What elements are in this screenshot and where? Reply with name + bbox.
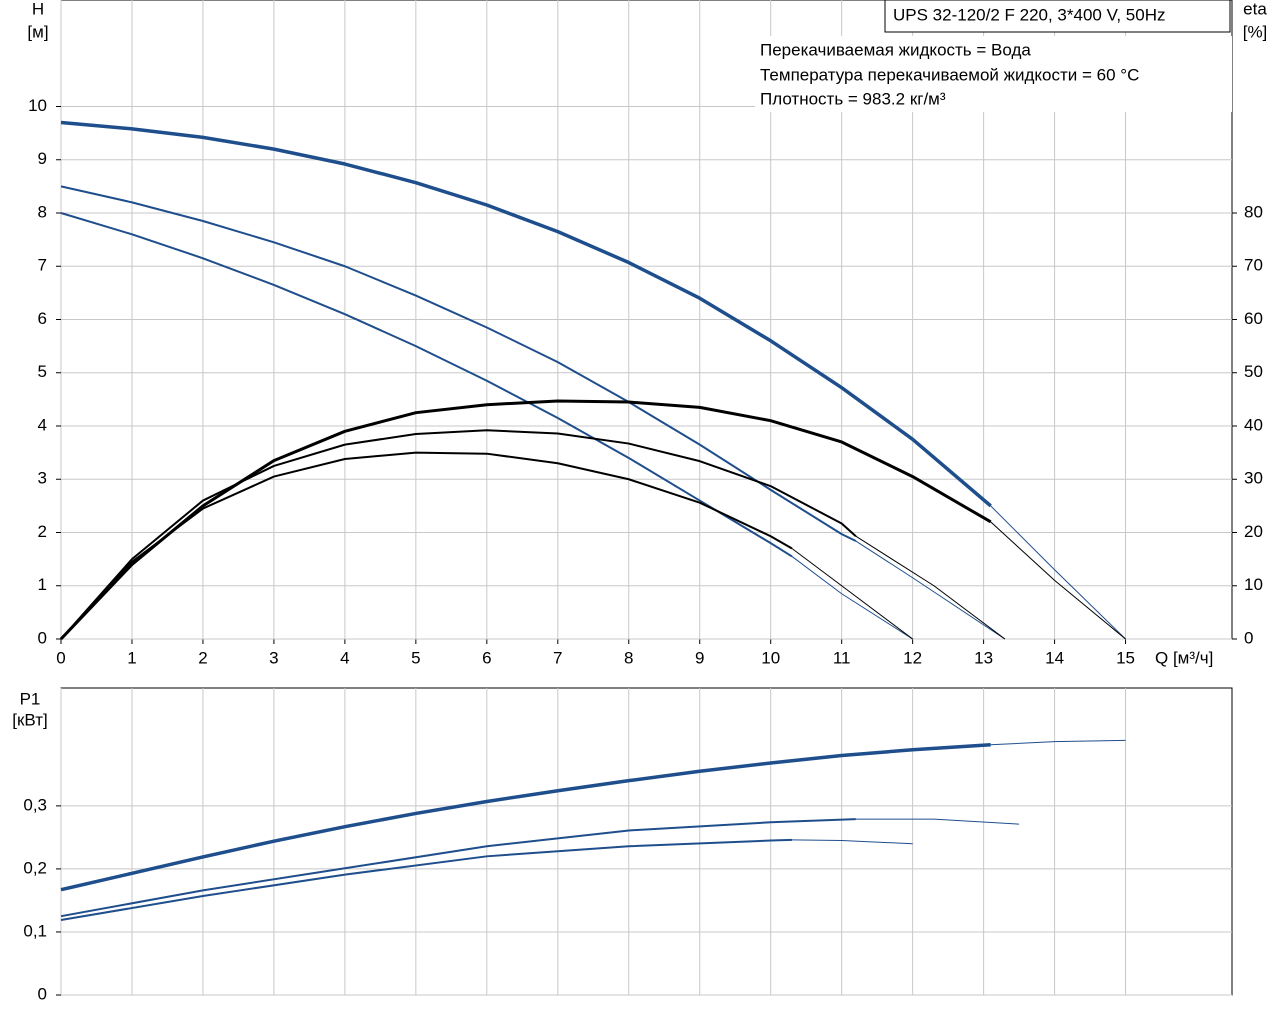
x-tick-label: 14 xyxy=(1045,648,1064,667)
y2-tick-label: 0 xyxy=(1244,628,1253,647)
curve xyxy=(791,548,913,640)
y-tick-label: 0 xyxy=(38,984,47,1003)
info-line: Температура перекачиваемой жидкости = 60… xyxy=(760,65,1139,84)
axis-label: [кВт] xyxy=(12,710,47,729)
y2-tick-label: 10 xyxy=(1244,575,1263,594)
axis-label: eta xyxy=(1243,0,1267,18)
y-tick-label: 7 xyxy=(38,256,47,275)
y-tick-label: 10 xyxy=(28,96,47,115)
x-tick-label: 0 xyxy=(56,648,65,667)
x-tick-label: 7 xyxy=(553,648,562,667)
y-tick-label: 9 xyxy=(38,149,47,168)
y2-tick-label: 80 xyxy=(1244,202,1263,221)
x-tick-label: 11 xyxy=(833,648,851,667)
axis-label: [м] xyxy=(27,22,48,41)
y-tick-label: 0,3 xyxy=(23,795,47,814)
y-tick-label: 4 xyxy=(38,415,47,434)
curve xyxy=(59,399,992,641)
y2-tick-label: 40 xyxy=(1244,415,1263,434)
axis-label: Q [м³/ч] xyxy=(1155,648,1213,667)
curve xyxy=(990,739,1126,746)
axis-label: P1 xyxy=(20,689,41,708)
x-tick-label: 4 xyxy=(340,648,349,667)
info-bg xyxy=(755,36,1232,112)
x-tick-label: 5 xyxy=(411,648,420,667)
curve xyxy=(60,451,793,640)
y2-tick-label: 60 xyxy=(1244,309,1263,328)
curve xyxy=(60,838,793,921)
curve xyxy=(855,535,1006,640)
y2-tick-label: 20 xyxy=(1244,522,1263,541)
y-tick-label: 2 xyxy=(38,522,47,541)
curve xyxy=(990,505,1126,640)
curve xyxy=(990,521,1126,640)
y-tick-label: 0,1 xyxy=(23,921,47,940)
x-tick-label: 15 xyxy=(1116,648,1135,667)
axis-label: H xyxy=(32,0,44,18)
layer: 0 1 2 3 4 5 6 7 8 9 10 11 12 13 14 15012345678910010203… xyxy=(23,0,1263,1003)
x-tick-label: 3 xyxy=(269,648,278,667)
y-tick-label: 3 xyxy=(38,469,47,488)
y-tick-label: 0,2 xyxy=(23,858,47,877)
info-box xyxy=(884,0,1231,33)
x-tick-label: 9 xyxy=(695,648,704,667)
x-tick-label: 12 xyxy=(903,648,922,667)
curve xyxy=(855,540,1006,640)
y-tick-label: 8 xyxy=(38,202,47,221)
y-tick-label: 0 xyxy=(38,628,47,647)
curve xyxy=(60,185,857,542)
y-tick-label: 1 xyxy=(38,575,47,594)
y2-tick-label: 30 xyxy=(1244,469,1263,488)
y-tick-label: 5 xyxy=(38,362,47,381)
x-tick-label: 2 xyxy=(198,648,207,667)
curve xyxy=(855,818,1020,825)
curve xyxy=(60,120,992,508)
info-line: Плотность = 983.2 кг/м³ xyxy=(760,89,946,108)
curve xyxy=(791,839,913,845)
info-title: UPS 32-120/2 F 220, 3*400 V, 50Hz xyxy=(893,5,1166,24)
x-tick-label: 8 xyxy=(624,648,633,667)
curve xyxy=(791,556,913,640)
curve xyxy=(60,818,856,918)
y-tick-label: 6 xyxy=(38,309,47,328)
info-line: Перекачиваемая жидкость = Вода xyxy=(760,40,1031,59)
x-tick-label: 1 xyxy=(127,648,136,667)
curve xyxy=(60,742,991,892)
curve xyxy=(60,429,857,640)
plot-frame xyxy=(60,687,1233,996)
y2-tick-label: 50 xyxy=(1244,362,1263,381)
y2-tick-label: 70 xyxy=(1244,256,1263,275)
axis-label: [%] xyxy=(1243,22,1268,41)
x-tick-label: 10 xyxy=(761,648,780,667)
x-tick-label: 13 xyxy=(974,648,993,667)
x-tick-label: 6 xyxy=(482,648,491,667)
